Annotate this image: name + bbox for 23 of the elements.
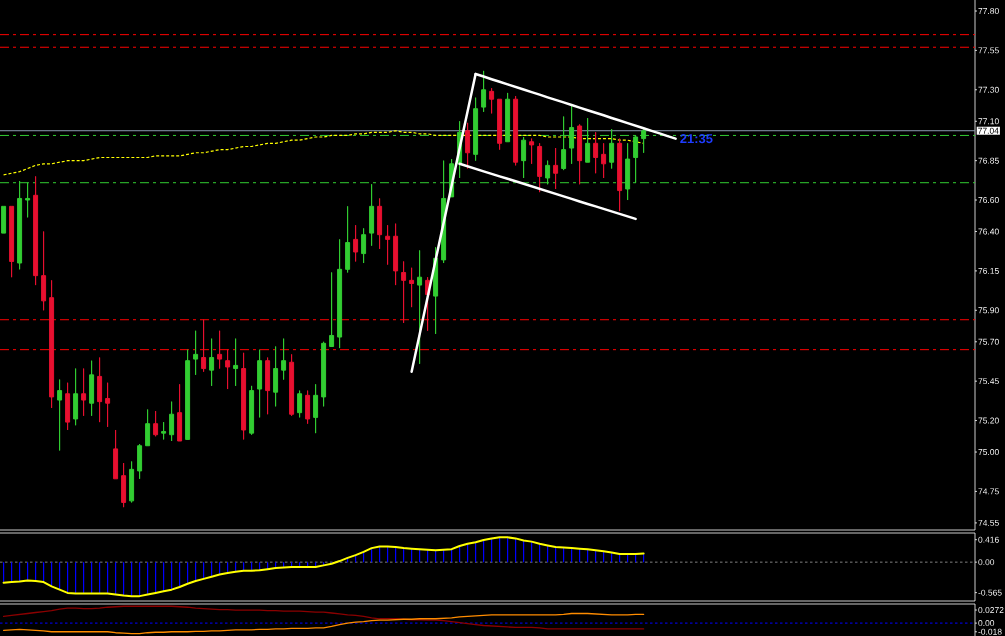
annotation: 21:35 [680, 134, 713, 144]
y-tick-label: 77.30 [978, 86, 999, 93]
y-tick-label: 0.00 [978, 620, 995, 627]
y-tick-label: 77.10 [978, 118, 999, 125]
y-tick-label: 74.75 [978, 488, 999, 495]
y-tick-label: 0.0272 [978, 607, 1004, 614]
y-tick-label: -0.565 [978, 589, 1002, 596]
y-tick-label: 75.20 [978, 417, 999, 424]
y-tick-label: 76.15 [978, 267, 999, 274]
ref-line-label: 77.04 [978, 127, 999, 134]
y-tick-label: 77.55 [978, 47, 999, 54]
y-tick-label: 0.416 [978, 536, 999, 543]
y-tick-label: 0.00 [978, 559, 995, 566]
y-tick-label: 75.90 [978, 307, 999, 314]
y-tick-label: 75.45 [978, 378, 999, 385]
y-tick-label: 77.80 [978, 8, 999, 15]
y-tick-label: 76.40 [978, 228, 999, 235]
y-tick-label: 76.85 [978, 157, 999, 164]
y-tick-label: 75.70 [978, 338, 999, 345]
y-tick-label: 74.55 [978, 519, 999, 526]
y-tick-label: -0.018 [978, 628, 1002, 635]
y-tick-label: 75.00 [978, 449, 999, 456]
y-tick-label: 76.60 [978, 197, 999, 204]
